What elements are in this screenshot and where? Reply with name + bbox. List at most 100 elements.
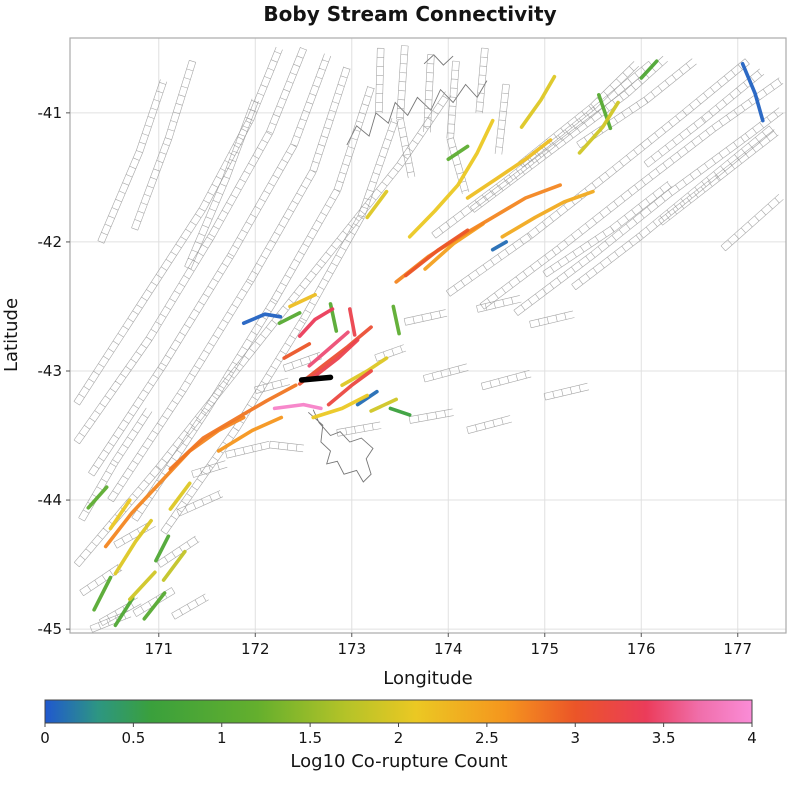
rupture-trace xyxy=(311,338,360,380)
rupture-trace xyxy=(391,304,401,336)
fault-trace xyxy=(73,46,307,445)
fault-trace xyxy=(396,45,416,179)
colorbar-tick-label: 2 xyxy=(394,729,404,747)
colorbar-tick-label: 1.5 xyxy=(298,729,322,747)
fault-trace xyxy=(184,98,259,270)
rupture-trace xyxy=(297,325,373,386)
y-tick-label: -43 xyxy=(38,362,63,380)
rupture-trace xyxy=(365,189,389,220)
fault-trace xyxy=(113,520,156,549)
rupture-trace xyxy=(154,534,171,563)
coastline-path xyxy=(346,80,488,146)
rupture-trace xyxy=(168,481,192,511)
rupture-trace xyxy=(282,342,312,360)
coastline-path xyxy=(423,54,454,66)
fault-trace xyxy=(475,47,489,114)
rupture-trace xyxy=(519,74,557,129)
fault-trace xyxy=(571,125,774,291)
x-tick-label: 176 xyxy=(627,640,656,658)
x-tick-label: 171 xyxy=(144,640,173,658)
fault-trace xyxy=(431,60,654,239)
fault-trace xyxy=(494,83,510,155)
fault-trace xyxy=(88,53,332,477)
co-rupture-traces xyxy=(86,59,765,628)
x-tick-label: 174 xyxy=(434,640,463,658)
rupture-trace xyxy=(394,183,562,284)
y-tick-label: -41 xyxy=(38,104,63,122)
x-tick-label: 177 xyxy=(723,640,752,658)
fault-trace xyxy=(542,180,673,278)
rupture-trace xyxy=(423,222,485,271)
fault-trace xyxy=(643,68,765,168)
rupture-trace xyxy=(446,144,470,162)
fault-trace xyxy=(529,310,575,329)
highlight-trace xyxy=(298,374,334,383)
colorbar-tick-label: 1 xyxy=(217,729,227,747)
x-tick-label: 175 xyxy=(530,640,559,658)
coastlines xyxy=(308,54,488,483)
rupture-trace xyxy=(272,402,323,411)
fault-trace xyxy=(658,129,779,226)
rupture-trace xyxy=(241,312,283,325)
fault-trace xyxy=(466,415,512,434)
colorbar-tick-label: 4 xyxy=(747,729,757,747)
x-axis-label: Longitude xyxy=(383,668,473,689)
rupture-trace xyxy=(407,118,495,239)
fault-trace xyxy=(374,344,407,362)
rupture-trace xyxy=(348,307,357,337)
rupture-trace xyxy=(86,485,109,510)
fault-trace xyxy=(720,193,784,252)
fault-trace xyxy=(171,593,209,620)
fault-trace xyxy=(476,295,522,313)
fault-trace xyxy=(543,382,590,401)
fault-trace xyxy=(131,85,375,522)
y-tick-label: -42 xyxy=(38,233,63,251)
rupture-trace xyxy=(277,311,302,325)
rupture-trace xyxy=(311,393,369,420)
fault-trace xyxy=(513,107,784,316)
colorbar-tick-label: 3 xyxy=(570,729,580,747)
rupture-trace xyxy=(216,415,284,453)
rupture-trace xyxy=(113,596,135,628)
x-tick-label: 172 xyxy=(241,640,270,658)
y-tick-label: -45 xyxy=(38,620,63,638)
rupture-trace xyxy=(161,549,187,582)
rupture-trace xyxy=(92,575,113,612)
x-tick-label: 173 xyxy=(337,640,366,658)
colorbar-tick-label: 2.5 xyxy=(475,729,499,747)
chart-title: Boby Stream Connectivity xyxy=(263,2,556,26)
fault-trace xyxy=(107,66,351,503)
rupture-trace xyxy=(168,383,298,471)
rupture-trace xyxy=(128,570,157,602)
grid-lines xyxy=(70,38,786,633)
fault-trace xyxy=(480,370,532,391)
colorbar-label: Log10 Co-rupture Count xyxy=(290,751,507,772)
fault-trace xyxy=(375,47,385,114)
fault-trace xyxy=(254,377,290,394)
rupture-trace xyxy=(369,397,398,413)
plot-border xyxy=(69,37,787,634)
colorbar-tick-label: 0 xyxy=(40,729,50,747)
fault-trace xyxy=(176,490,224,517)
fault-trace xyxy=(282,352,323,372)
rupture-trace xyxy=(490,240,508,252)
rupture-trace xyxy=(340,356,389,387)
rupture-trace xyxy=(288,293,317,309)
rupture-trace xyxy=(113,518,153,576)
rupture-trace xyxy=(297,307,335,338)
colorbar-tick-label: 3.5 xyxy=(652,729,676,747)
fault-trace xyxy=(79,564,123,597)
coastline-path xyxy=(308,409,374,483)
fault-network xyxy=(73,45,784,633)
y-tick-label: -44 xyxy=(38,491,63,509)
rupture-trace xyxy=(326,369,373,407)
fault-trace xyxy=(470,55,668,213)
rupture-trace xyxy=(740,62,765,123)
fault-trace xyxy=(131,60,197,231)
axes-frame: 171 172 173 174 175 176 177 -41 -42 -43 -44 -45 xyxy=(38,37,787,658)
rupture-trace xyxy=(142,591,167,621)
rupture-trace xyxy=(388,406,412,417)
fault-trace xyxy=(97,79,168,244)
rupture-trace xyxy=(108,498,132,531)
